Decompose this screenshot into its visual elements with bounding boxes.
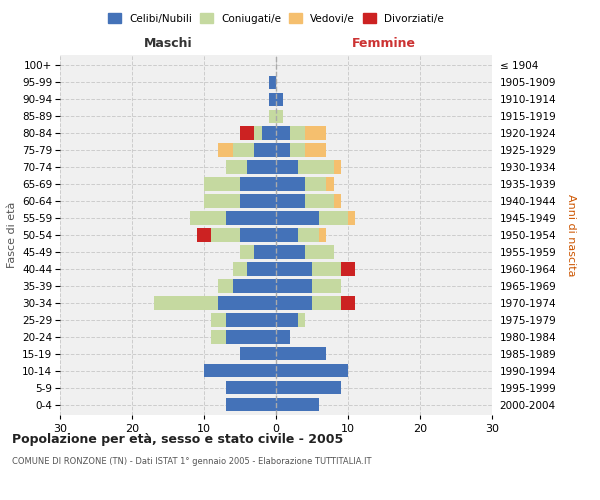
Bar	[276, 330, 290, 344]
Bar	[204, 194, 240, 207]
Bar	[240, 194, 276, 207]
Bar	[218, 280, 233, 292]
Bar	[254, 126, 262, 140]
Bar	[276, 296, 312, 310]
Bar	[247, 262, 276, 276]
Bar	[269, 110, 276, 123]
Bar	[276, 144, 290, 156]
Bar	[312, 280, 341, 292]
Bar	[233, 280, 276, 292]
Bar	[276, 212, 319, 224]
Bar	[218, 144, 233, 156]
Bar	[204, 178, 240, 190]
Bar	[240, 347, 276, 360]
Bar	[240, 178, 276, 190]
Bar	[226, 381, 276, 394]
Bar	[211, 330, 226, 344]
Bar	[226, 314, 276, 326]
Bar	[305, 194, 334, 207]
Bar	[290, 126, 305, 140]
Bar	[276, 228, 298, 241]
Bar	[233, 262, 247, 276]
Bar	[348, 212, 355, 224]
Bar	[211, 228, 240, 241]
Bar	[276, 398, 319, 411]
Bar	[197, 228, 211, 241]
Bar	[154, 296, 218, 310]
Text: COMUNE DI RONZONE (TN) - Dati ISTAT 1° gennaio 2005 - Elaborazione TUTTITALIA.IT: COMUNE DI RONZONE (TN) - Dati ISTAT 1° g…	[12, 458, 371, 466]
Bar	[276, 160, 298, 173]
Bar	[334, 160, 341, 173]
Bar	[269, 76, 276, 89]
Bar	[190, 212, 226, 224]
Bar	[276, 262, 312, 276]
Bar	[276, 314, 298, 326]
Bar	[254, 246, 276, 258]
Bar	[341, 296, 355, 310]
Bar	[240, 126, 254, 140]
Bar	[276, 92, 283, 106]
Bar	[226, 330, 276, 344]
Bar	[269, 92, 276, 106]
Bar	[276, 364, 348, 378]
Bar	[204, 364, 276, 378]
Y-axis label: Fasce di età: Fasce di età	[7, 202, 17, 268]
Bar	[319, 228, 326, 241]
Bar	[226, 398, 276, 411]
Bar	[276, 110, 283, 123]
Bar	[298, 160, 334, 173]
Bar	[312, 262, 341, 276]
Bar	[276, 194, 305, 207]
Bar	[290, 144, 305, 156]
Bar	[305, 144, 326, 156]
Bar	[226, 160, 247, 173]
Bar	[218, 296, 276, 310]
Legend: Celibi/Nubili, Coniugati/e, Vedovi/e, Divorziati/e: Celibi/Nubili, Coniugati/e, Vedovi/e, Di…	[105, 10, 447, 26]
Bar	[298, 228, 319, 241]
Bar	[319, 212, 348, 224]
Bar	[276, 178, 305, 190]
Y-axis label: Anni di nascita: Anni di nascita	[566, 194, 576, 276]
Bar	[240, 228, 276, 241]
Bar	[211, 314, 226, 326]
Bar	[341, 262, 355, 276]
Bar	[240, 246, 254, 258]
Bar	[254, 144, 276, 156]
Text: Maschi: Maschi	[143, 37, 193, 50]
Bar	[247, 160, 276, 173]
Bar	[334, 194, 341, 207]
Bar	[276, 347, 326, 360]
Text: Popolazione per età, sesso e stato civile - 2005: Popolazione per età, sesso e stato civil…	[12, 432, 343, 446]
Bar	[312, 296, 341, 310]
Bar	[305, 246, 334, 258]
Bar	[276, 246, 305, 258]
Bar	[305, 178, 326, 190]
Bar	[276, 126, 290, 140]
Bar	[298, 314, 305, 326]
Bar	[262, 126, 276, 140]
Bar	[326, 178, 334, 190]
Bar	[233, 144, 254, 156]
Bar	[276, 381, 341, 394]
Bar	[226, 212, 276, 224]
Bar	[276, 280, 312, 292]
Text: Femmine: Femmine	[352, 37, 416, 50]
Bar	[305, 126, 326, 140]
